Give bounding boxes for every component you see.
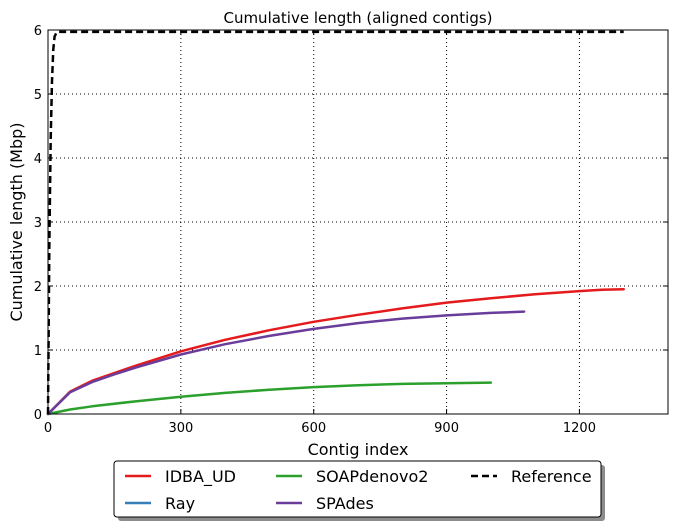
y-tick-label: 4 bbox=[34, 152, 42, 167]
x-tick-label: 900 bbox=[434, 421, 459, 436]
legend: IDBA_UD Ray SOAPdenovo2 SPAdes Reference bbox=[113, 460, 605, 521]
x-tick-label: 1200 bbox=[563, 421, 596, 436]
tick-layer: 0 300 600 900 1200 0 1 2 3 4 5 6 bbox=[34, 24, 668, 436]
y-tick-label: 3 bbox=[34, 216, 42, 231]
series-line-idba_ud bbox=[46, 287, 625, 416]
series-line-soapdenovo2 bbox=[46, 381, 493, 416]
x-tick-label: 300 bbox=[168, 421, 193, 436]
chart-title: Cumulative length (aligned contigs) bbox=[223, 9, 492, 27]
y-tick-label: 6 bbox=[34, 24, 42, 39]
y-tick-label: 2 bbox=[34, 280, 42, 295]
grid-lines bbox=[48, 30, 668, 414]
y-tick-label: 1 bbox=[34, 344, 42, 359]
series-line-reference bbox=[46, 30, 624, 415]
legend-label: IDBA_UD bbox=[165, 467, 236, 487]
x-axis-label: Contig index bbox=[308, 440, 409, 459]
legend-label: Ray bbox=[165, 494, 195, 513]
legend-label: Reference bbox=[511, 467, 592, 486]
legend-box bbox=[113, 460, 602, 518]
x-tick-label: 600 bbox=[301, 421, 326, 436]
legend-label: SPAdes bbox=[316, 494, 374, 513]
y-tick-label: 5 bbox=[34, 88, 42, 103]
legend-label: SOAPdenovo2 bbox=[316, 467, 428, 486]
y-axis-label: Cumulative length (Mbp) bbox=[7, 122, 26, 321]
x-tick-label: 0 bbox=[44, 421, 52, 436]
y-tick-label: 0 bbox=[34, 408, 42, 423]
series-layer bbox=[46, 30, 625, 416]
series-line-spades bbox=[46, 310, 526, 416]
